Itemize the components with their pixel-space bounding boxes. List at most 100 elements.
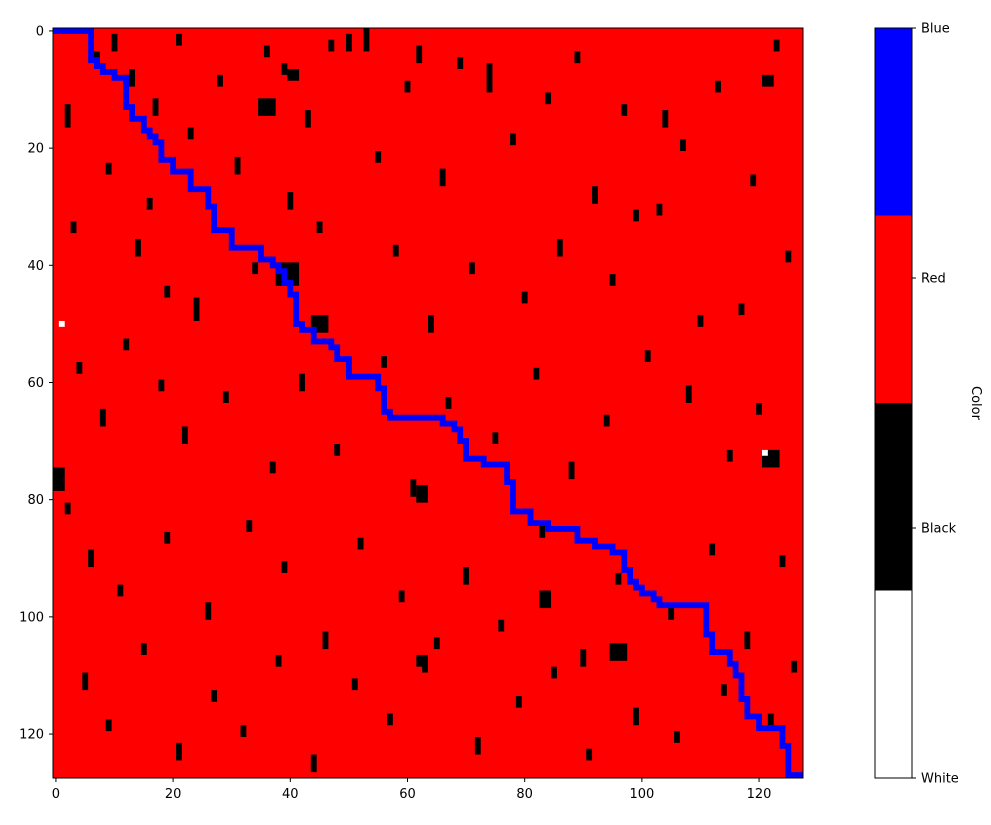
heatmap-black-cell xyxy=(146,197,153,210)
heatmap-black-cell xyxy=(363,28,370,52)
heatmap-black-cell xyxy=(164,285,171,298)
heatmap-black-cell xyxy=(105,719,112,732)
heatmap-black-cell xyxy=(70,221,77,234)
heatmap-black-cell xyxy=(679,139,686,152)
heatmap-black-cell xyxy=(697,315,704,327)
heatmap-black-cell xyxy=(351,678,358,691)
heatmap-black-cell xyxy=(428,315,434,333)
heatmap-black-cell xyxy=(322,631,329,650)
heatmap-black-cell xyxy=(263,45,270,58)
heatmap-black-cell xyxy=(123,338,130,351)
heatmap-black-cell xyxy=(64,104,71,128)
heatmap-black-cell xyxy=(633,707,639,726)
axes-frame xyxy=(52,27,804,779)
y-tick-label: 100 xyxy=(19,610,44,625)
heatmap-black-cell xyxy=(299,373,305,392)
heatmap-black-cell xyxy=(551,666,557,679)
heatmap-black-cell xyxy=(633,209,639,222)
heatmap-black-cell xyxy=(457,57,464,70)
heatmap-black-cell xyxy=(287,192,294,210)
heatmap-black-cell xyxy=(474,736,481,755)
heatmap-black-cell xyxy=(463,567,470,585)
heatmap-black-cell xyxy=(152,98,159,116)
heatmap-black-cell xyxy=(88,549,95,568)
heatmap-black-cell xyxy=(76,361,83,374)
heatmap-black-cell xyxy=(685,385,692,403)
heatmap-black-cell xyxy=(744,631,751,650)
colorbar-tick-label: Blue xyxy=(921,22,950,37)
y-ticks: 0 20 40 60 80 100 120 xyxy=(19,24,53,743)
heatmap-black-block xyxy=(761,74,774,87)
heatmap-black-cell xyxy=(386,713,393,726)
y-tick-label: 60 xyxy=(27,376,44,391)
colorbar-tick-label: Black xyxy=(921,522,957,537)
heatmap-black-cell xyxy=(621,104,628,116)
heatmap-black-block xyxy=(287,69,300,81)
axes xyxy=(52,27,804,779)
heatmap-black-cell xyxy=(656,203,663,216)
y-tick-label: 0 xyxy=(36,24,44,39)
heatmap-black-cell xyxy=(328,39,335,52)
colorbar-tick-label: White xyxy=(921,772,959,787)
colorbar-label: Color xyxy=(968,386,983,421)
heatmap-black-cell xyxy=(334,444,341,456)
heatmap-black-cell xyxy=(674,731,680,743)
heatmap-black-cell xyxy=(779,555,786,568)
colorbar-segment-red xyxy=(875,215,912,403)
heatmap-black-cell xyxy=(756,403,762,415)
heatmap-black-cell xyxy=(439,168,446,187)
heatmap-black-cell xyxy=(662,110,669,128)
colorbar: White Black Red Blue xyxy=(874,22,959,787)
heatmap-black-cell xyxy=(345,33,352,52)
heatmap-black-cell xyxy=(281,561,288,573)
y-tick-label: 40 xyxy=(27,259,44,274)
x-tick-label: 80 xyxy=(516,787,533,802)
heatmap-black-block xyxy=(416,654,428,667)
heatmap-black-cell xyxy=(615,572,622,585)
heatmap-black-cell xyxy=(281,63,288,75)
heatmap-black-cell xyxy=(398,590,405,603)
heatmap-black-cell xyxy=(211,690,218,702)
heatmap-black-cell xyxy=(181,426,188,445)
heatmap-black-cell xyxy=(222,391,229,403)
heatmap-black-cell xyxy=(486,63,493,93)
heatmap-blue-path xyxy=(52,27,804,779)
heatmap-black-cell xyxy=(240,725,247,737)
x-tick-label: 100 xyxy=(629,787,654,802)
heatmap-black-cell xyxy=(410,479,417,497)
heatmap-black-cell xyxy=(545,92,552,105)
heatmap-black-cell xyxy=(316,221,323,234)
heatmap-black-cell xyxy=(205,602,212,620)
heatmap-black-cell xyxy=(773,39,780,52)
heatmap-black-cell xyxy=(111,33,118,52)
heatmap-black-cell xyxy=(609,274,616,286)
x-tick-label: 120 xyxy=(747,787,772,802)
heatmap-black-cell xyxy=(176,742,182,761)
colorbar-frame xyxy=(874,27,913,779)
heatmap-black-cell xyxy=(135,238,141,257)
heatmap-black-cell xyxy=(310,754,317,773)
x-tick-label: 20 xyxy=(165,787,182,802)
heatmap-black-block xyxy=(258,98,276,116)
heatmap-black-cell xyxy=(668,608,675,620)
heatmap-black-cell xyxy=(644,350,651,362)
heatmap-black-cell xyxy=(392,244,399,257)
heatmap-white-cell xyxy=(761,449,768,456)
heatmap-black-cell xyxy=(539,526,546,538)
heatmap-black-cell xyxy=(117,584,124,597)
heatmap-black-cell xyxy=(158,379,165,392)
heatmap-black-cell xyxy=(726,449,733,462)
y-tick-label: 20 xyxy=(27,142,44,157)
heatmap-black-cell xyxy=(556,238,563,257)
heatmap-black-cell xyxy=(738,303,745,316)
heatmap-black-cell xyxy=(580,649,587,667)
heatmap-black-cell xyxy=(246,520,253,532)
y-tick-label: 80 xyxy=(27,493,44,508)
colorbar-tick-label: Red xyxy=(921,272,946,287)
x-ticks: 0 20 40 60 80 100 120 xyxy=(52,778,772,802)
heatmap-black-block xyxy=(416,485,428,503)
heatmap-black-cell xyxy=(217,74,223,87)
heatmap-black-cell xyxy=(515,695,522,708)
heatmap-black-cell xyxy=(269,461,276,474)
